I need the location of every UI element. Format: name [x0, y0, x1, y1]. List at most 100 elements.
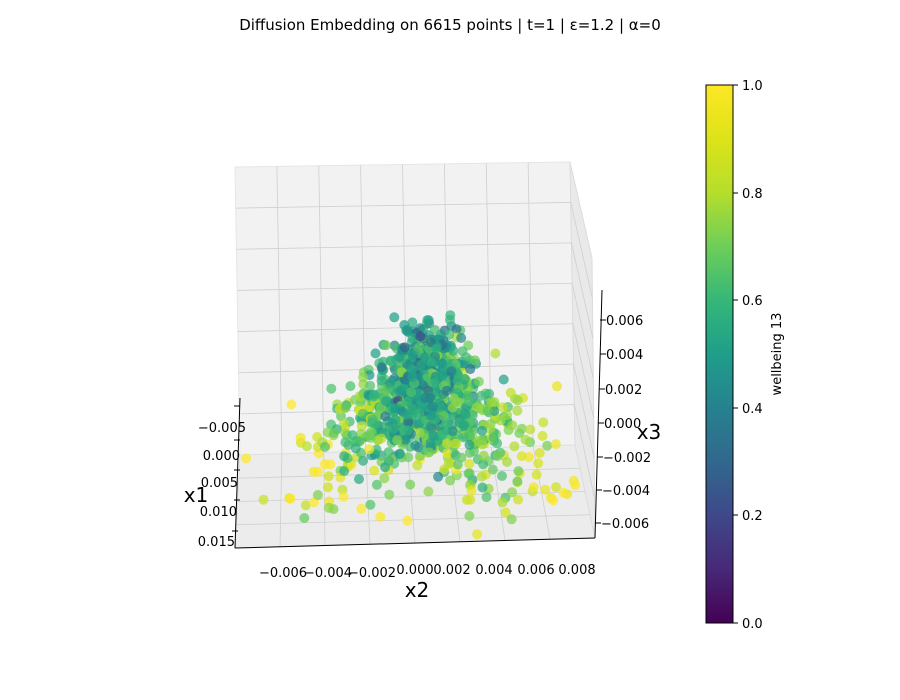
- data-point: [441, 385, 452, 396]
- grid-line: [237, 491, 586, 502]
- data-point: [286, 399, 297, 410]
- grid-line: [571, 283, 594, 379]
- data-point: [429, 324, 440, 335]
- data-point: [426, 410, 437, 421]
- data-point: [405, 479, 416, 490]
- data-point: [357, 408, 368, 419]
- data-point: [513, 494, 524, 505]
- data-point: [456, 452, 467, 463]
- x1-tick-label: 0.015: [198, 535, 235, 550]
- data-point: [312, 466, 323, 477]
- data-point: [390, 403, 401, 414]
- data-point: [339, 466, 350, 477]
- data-point: [512, 405, 523, 416]
- data-point: [464, 439, 475, 450]
- data-point: [365, 499, 376, 510]
- data-point: [364, 430, 375, 440]
- data-point: [488, 432, 499, 443]
- data-point: [383, 447, 394, 458]
- data-point: [358, 455, 369, 466]
- data-point: [446, 366, 457, 377]
- data-point: [502, 456, 512, 467]
- scatter-points: [241, 310, 581, 540]
- data-point: [370, 348, 381, 359]
- data-point: [339, 418, 349, 429]
- data-point: [476, 390, 487, 401]
- data-point: [415, 331, 426, 342]
- data-point: [542, 440, 553, 451]
- data-point: [450, 438, 461, 449]
- data-point: [473, 376, 484, 387]
- grid-line: [527, 162, 534, 447]
- data-point: [507, 487, 518, 498]
- data-point: [422, 315, 433, 326]
- data-point: [442, 438, 452, 449]
- data-point: [375, 511, 386, 522]
- data-point: [323, 502, 334, 513]
- data-point: [437, 358, 447, 369]
- data-point: [407, 317, 418, 328]
- colorbar-tick-label: 0.2: [742, 509, 763, 524]
- x1-ticks: −0.005 0.000 0.005 0.010 0.015: [198, 405, 246, 550]
- x2-tick-label: 0.004: [475, 563, 512, 578]
- data-point: [538, 417, 549, 428]
- data-point: [478, 450, 489, 461]
- data-point: [497, 497, 508, 508]
- data-point: [448, 345, 459, 356]
- x1-tick-label: 0.000: [203, 449, 240, 464]
- data-point: [371, 479, 382, 490]
- data-point: [410, 440, 421, 451]
- data-point: [406, 387, 417, 398]
- data-point: [407, 372, 418, 383]
- data-point: [476, 471, 487, 482]
- data-point: [399, 342, 410, 353]
- data-point: [540, 484, 551, 495]
- data-point: [433, 471, 444, 482]
- data-point: [323, 482, 333, 493]
- data-point: [369, 465, 380, 476]
- data-point: [465, 364, 476, 375]
- data-point: [431, 343, 442, 354]
- data-point: [414, 427, 425, 438]
- data-point: [347, 430, 358, 441]
- data-point: [451, 397, 462, 408]
- data-point: [570, 480, 581, 491]
- colorbar-tick-label: 0.4: [742, 402, 763, 417]
- x3-tick-label: −0.004: [602, 484, 650, 499]
- data-point: [458, 421, 469, 432]
- x3-axis-label: x3: [637, 420, 662, 444]
- data-point: [340, 437, 351, 448]
- data-point: [392, 435, 403, 446]
- data-point: [452, 375, 463, 386]
- data-point: [354, 474, 364, 485]
- data-point: [407, 333, 418, 344]
- colorbar-tick-label: 0.6: [742, 294, 763, 309]
- data-point: [516, 451, 527, 462]
- data-point: [380, 462, 391, 473]
- data-point: [477, 482, 488, 493]
- data-point: [509, 441, 520, 452]
- data-point: [489, 397, 500, 407]
- data-point: [427, 401, 438, 412]
- data-point: [497, 402, 508, 413]
- data-point: [505, 387, 516, 398]
- data-point: [381, 396, 392, 407]
- data-point: [512, 476, 523, 487]
- data-point: [471, 402, 482, 413]
- data-point: [497, 471, 507, 481]
- data-point: [401, 325, 412, 336]
- data-point: [402, 515, 413, 526]
- data-point: [241, 453, 252, 464]
- x3-tick-label: 0.004: [606, 348, 643, 363]
- data-point: [513, 466, 524, 477]
- data-point: [338, 491, 349, 502]
- data-point: [299, 513, 310, 523]
- data-point: [379, 473, 390, 484]
- data-point: [356, 421, 367, 432]
- x1-tick-label: −0.005: [198, 421, 246, 436]
- data-point: [456, 333, 467, 343]
- x2-tick-label: −0.002: [348, 566, 396, 581]
- data-point: [358, 372, 369, 383]
- data-point: [328, 428, 339, 438]
